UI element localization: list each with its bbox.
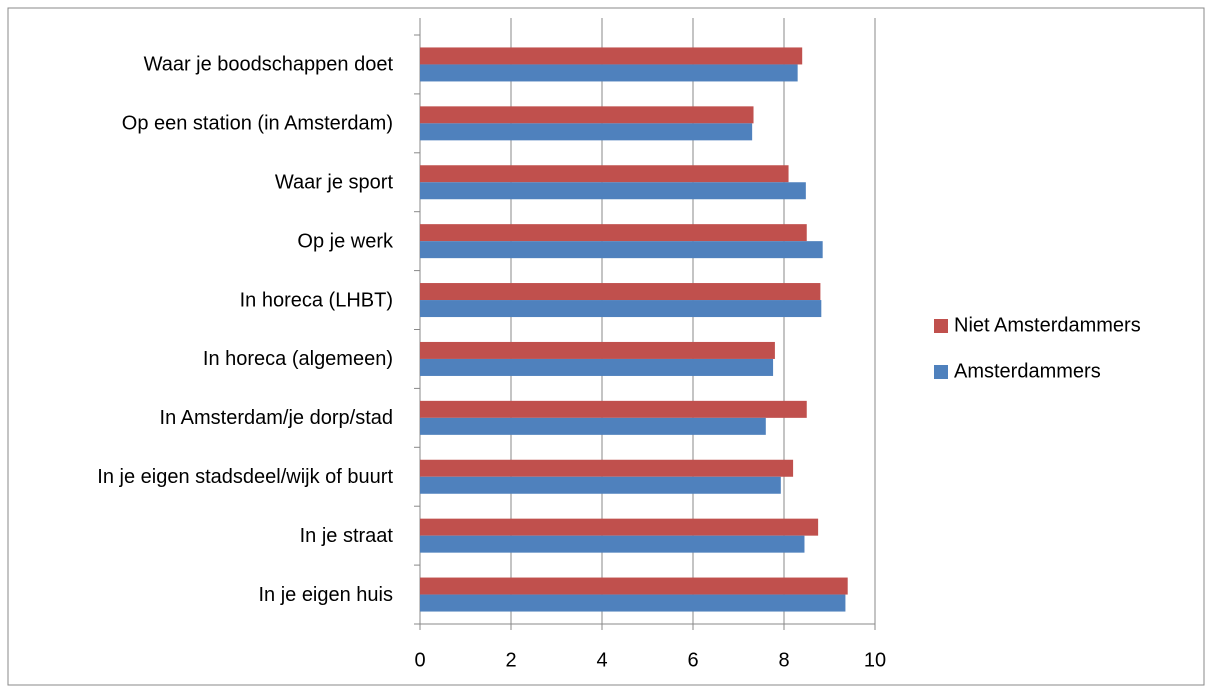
- y-tick-label: Waar je boodschappen doet: [144, 54, 394, 76]
- bar: [420, 341, 775, 359]
- x-tick-label: 2: [505, 649, 516, 671]
- bar: [420, 123, 753, 141]
- x-tick-label: 10: [864, 649, 886, 671]
- bar: [420, 400, 807, 418]
- bar: [420, 64, 798, 82]
- legend-label: Amsterdammers: [954, 360, 1101, 382]
- x-tick-label: 8: [778, 649, 789, 671]
- bar: [420, 224, 807, 242]
- y-tick-label: In je eigen huis: [258, 584, 393, 606]
- bar: [420, 283, 821, 301]
- chart-frame: [7, 7, 1205, 686]
- bar: [420, 535, 805, 553]
- y-tick-label: In je eigen stadsdeel/wijk of buurt: [97, 466, 393, 488]
- bar: [420, 165, 789, 183]
- x-tick-label: 6: [687, 649, 698, 671]
- bar: [420, 47, 803, 65]
- legend-label: Niet Amsterdammers: [954, 314, 1141, 336]
- y-tick-label: In horeca (LHBT): [240, 289, 393, 311]
- y-tick-label: Op een station (in Amsterdam): [122, 113, 393, 135]
- y-tick-label: Op je werk: [297, 230, 394, 252]
- y-tick-label: In horeca (algemeen): [203, 348, 393, 370]
- bar: [420, 577, 848, 595]
- bar: [420, 417, 766, 435]
- y-tick-label: In Amsterdam/je dorp/stad: [160, 407, 393, 429]
- bar: [420, 518, 819, 536]
- y-tick-label: In je straat: [300, 525, 394, 547]
- bar: [420, 182, 806, 200]
- legend-swatch: [934, 365, 948, 379]
- bar: [420, 594, 846, 612]
- bar: [420, 476, 781, 494]
- y-tick-label: Waar je sport: [275, 172, 394, 194]
- bar: [420, 241, 823, 259]
- x-tick-label: 4: [596, 649, 607, 671]
- bar: [420, 106, 754, 124]
- x-tick-label: 0: [414, 649, 425, 671]
- bar: [420, 300, 822, 318]
- bar: [420, 459, 794, 477]
- legend-swatch: [934, 319, 948, 333]
- bar: [420, 358, 774, 376]
